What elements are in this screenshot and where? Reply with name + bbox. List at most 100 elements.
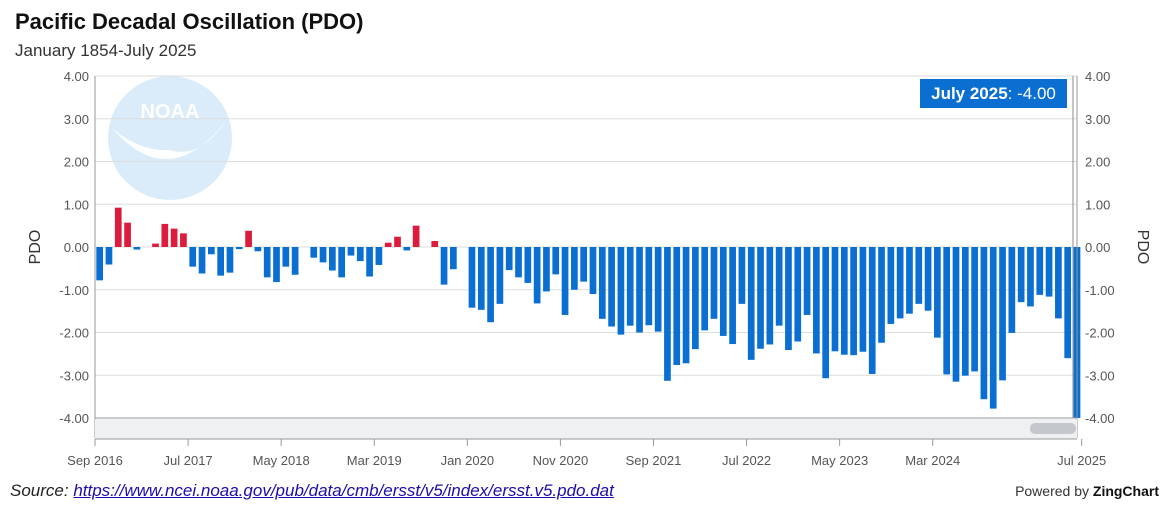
y-tick-label-right: -1.00 (1085, 283, 1115, 298)
source-label: Source: (10, 481, 69, 500)
bar (915, 247, 923, 304)
powered-brand[interactable]: ZingChart (1092, 483, 1159, 499)
bar (952, 247, 960, 382)
x-tick-label: Jan 2020 (441, 453, 495, 468)
y-tick-label-left: -3.00 (59, 368, 89, 383)
bar (738, 247, 746, 304)
bar (366, 247, 373, 277)
bar (673, 247, 681, 365)
bar (1045, 247, 1053, 297)
bar (440, 247, 448, 285)
bar (263, 247, 271, 278)
bar (356, 247, 364, 262)
bar (878, 247, 885, 343)
y-axis-title-right: PDO (1134, 230, 1151, 265)
bar (850, 247, 857, 356)
powered-by: Powered by ZingChart (1015, 483, 1159, 499)
bar (980, 247, 988, 400)
source-link[interactable]: https://www.ncei.noaa.gov/pub/data/cmb/e… (73, 481, 614, 500)
bar (310, 247, 318, 258)
tooltip-label: July 2025 (931, 84, 1008, 103)
bar (757, 247, 764, 349)
bar (822, 247, 830, 379)
bar (329, 247, 336, 271)
bar (924, 247, 932, 311)
bar (961, 247, 969, 376)
y-tick-label-left: 2.00 (64, 155, 89, 170)
y-tick-label-right: 3.00 (1085, 112, 1110, 127)
bar (515, 247, 522, 278)
bar (152, 243, 159, 247)
x-tick-label: Jul 2022 (722, 453, 771, 468)
bar (180, 233, 187, 247)
x-tick-label: Mar 2024 (905, 453, 960, 468)
bar (496, 247, 504, 304)
bar (189, 247, 197, 267)
source-note: Source: https://www.ncei.noaa.gov/pub/da… (10, 481, 614, 501)
svg-text:NOAA: NOAA (141, 101, 200, 123)
y-axis-title-left: PDO (27, 230, 44, 265)
x-tick-label: Nov 2020 (533, 453, 589, 468)
bar (450, 247, 457, 270)
chart-title: Pacific Decadal Oscillation (PDO) (15, 9, 364, 34)
bar (468, 247, 476, 308)
y-tick-label-right: 1.00 (1085, 197, 1110, 212)
bar (254, 247, 262, 252)
bar (384, 242, 392, 247)
bar (571, 247, 578, 290)
bar (487, 247, 494, 323)
bar (96, 247, 104, 281)
y-tick-label-left: 0.00 (64, 240, 89, 255)
bar (198, 247, 206, 274)
x-tick-label: Jul 2017 (164, 453, 213, 468)
bar (794, 247, 802, 342)
bar (1027, 247, 1034, 307)
y-tick-label-left: -2.00 (59, 326, 89, 341)
tooltip-value: : -4.00 (1007, 84, 1056, 103)
bar (692, 247, 699, 350)
bar (1008, 247, 1016, 333)
bar (394, 236, 401, 247)
x-tick-label: Sep 2021 (626, 453, 682, 468)
bar (1036, 247, 1044, 295)
bar (580, 247, 588, 282)
bar (431, 241, 439, 247)
y-tick-label-left: -4.00 (59, 411, 89, 426)
bar (766, 247, 774, 345)
bar (701, 247, 709, 331)
bar (533, 247, 541, 304)
pdo-chart: NOAA 4.00 4.00 3.00 3.00 2.00 2.00 1.00 1.00 0.0… (27, 69, 1151, 468)
bar (598, 247, 606, 319)
bar (775, 247, 783, 326)
bar (831, 247, 839, 352)
bar (906, 247, 913, 314)
bar (273, 247, 280, 283)
bar (971, 247, 978, 372)
y-tick-label-right: -2.00 (1085, 326, 1115, 341)
bar (617, 247, 625, 335)
bar (934, 247, 941, 338)
y-tick-label-right: -3.00 (1085, 368, 1115, 383)
bar (896, 247, 904, 319)
powered-prefix: Powered by (1015, 483, 1089, 499)
bar (747, 247, 755, 360)
bar (412, 225, 420, 247)
chart-subtitle: January 1854-July 2025 (15, 41, 197, 60)
bar (524, 247, 532, 283)
bar (114, 207, 122, 247)
y-tick-label-left: -1.00 (59, 283, 89, 298)
bar (636, 247, 643, 333)
bar (217, 247, 225, 276)
bar (1017, 247, 1025, 303)
bar (170, 228, 178, 247)
bar (803, 247, 811, 315)
bar (245, 230, 252, 247)
bar (105, 247, 113, 265)
y-tick-label-left: 3.00 (64, 112, 89, 127)
bar (1055, 247, 1062, 319)
noaa-logo-watermark: NOAA (108, 76, 232, 200)
bar (124, 222, 131, 247)
x-tick-label: May 2023 (811, 453, 868, 468)
bar (226, 247, 234, 273)
x-tick-label: Jul 2025 (1057, 453, 1106, 468)
